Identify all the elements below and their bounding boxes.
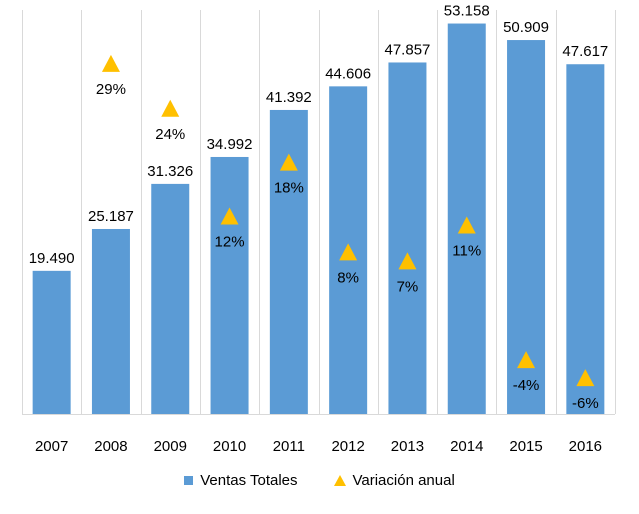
bar-label-2015: 50.909 [503,19,549,36]
variation-label-2015: -4% [513,377,540,394]
bar-label-2013: 47.857 [385,41,431,58]
legend-label-variacion: Variación anual [352,472,455,489]
variation-marker-2008 [101,54,120,72]
variation-marker-2014 [457,216,476,234]
bar-label-2011: 41.392 [266,89,312,106]
bar-2010 [210,156,249,415]
variation-label-2014: 11% [452,242,481,259]
variation-marker-2011 [279,153,298,171]
x-tick-2014: 2014 [450,438,483,455]
bar-label-2014: 53.158 [444,3,490,20]
bar-label-2009: 31.326 [147,163,193,180]
variation-label-2013: 7% [397,278,419,295]
x-tick-2012: 2012 [331,438,364,455]
variation-label-2016: -6% [572,395,599,412]
bar-label-2008: 25.187 [88,208,134,225]
bar-label-2016: 47.617 [562,43,608,60]
variation-label-2010: 12% [215,233,245,250]
variation-marker-2015 [517,351,536,369]
bar-2013 [388,62,427,415]
x-tick-2007: 2007 [35,438,68,455]
legend-item-ventas: Ventas Totales [184,472,298,489]
bar-2008 [91,228,130,414]
variation-marker-2016 [576,369,595,387]
x-tick-2010: 2010 [213,438,246,455]
bar-label-2010: 34.992 [207,136,253,153]
variation-label-2012: 8% [337,269,359,286]
x-tick-2016: 2016 [569,438,602,455]
variation-marker-2013 [398,252,417,270]
legend-item-variacion: Variación anual [333,472,455,489]
variation-marker-2012 [339,243,358,261]
x-tick-2008: 2008 [94,438,127,455]
x-tick-2015: 2015 [509,438,542,455]
x-tick-2013: 2013 [391,438,424,455]
bar-2016 [566,64,605,414]
x-tick-2011: 2011 [273,438,305,455]
legend-swatch-ventas [184,476,194,485]
variation-marker-2010 [220,207,239,225]
bar-label-2007: 19.490 [29,250,75,267]
legend: Ventas Totales Variación anual [0,472,639,489]
bar-2007 [32,270,71,414]
variation-label-2008: 29% [96,81,126,98]
bar-label-2012: 44.606 [325,65,371,82]
bar-2009 [151,183,190,414]
variation-marker-2009 [161,99,180,117]
legend-swatch-variacion [333,475,346,486]
variation-label-2011: 18% [274,180,304,197]
legend-label-ventas: Ventas Totales [200,472,298,489]
variation-label-2009: 24% [155,126,185,143]
x-tick-2009: 2009 [154,438,187,455]
